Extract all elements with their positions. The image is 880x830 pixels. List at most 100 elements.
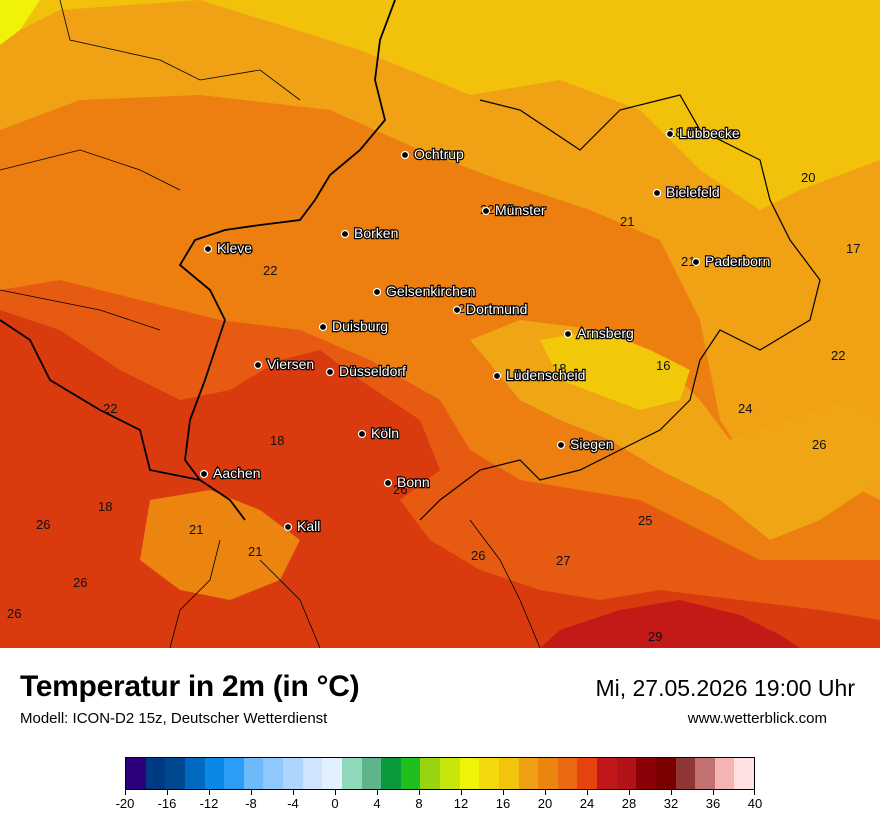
legend-swatch xyxy=(538,758,558,789)
legend-swatch xyxy=(184,758,205,789)
city-label: Bonn xyxy=(397,474,430,490)
legend-tick xyxy=(251,790,252,795)
legend-tick-label: 40 xyxy=(747,796,763,811)
legend-tick-label: 32 xyxy=(663,796,679,811)
temperature-map[interactable]: 1820222117222122231816222418261826262121… xyxy=(0,0,880,648)
legend-tick-label: -16 xyxy=(157,796,177,811)
city-label: Lübbecke xyxy=(679,125,740,141)
legend-swatch xyxy=(695,758,715,789)
legend-tick xyxy=(754,790,755,795)
city-marker-köln: Köln xyxy=(357,424,400,442)
legend-tick xyxy=(419,790,420,795)
legend-tick-label: 0 xyxy=(331,796,339,811)
temp-zone-hottest xyxy=(540,600,800,648)
city-label: Kleve xyxy=(217,240,252,256)
city-layer: Ochtrup Lübbecke Bielefeld Münster Borken Kle… xyxy=(199,124,772,535)
city-marker-münster: Münster xyxy=(481,201,547,219)
temperature-value: 21 xyxy=(681,254,695,269)
legend-tick-label: -20 xyxy=(115,796,135,811)
city-dot xyxy=(325,367,335,377)
legend-tick-label: 20 xyxy=(537,796,553,811)
temperature-value: 26 xyxy=(7,606,21,621)
forecast-datetime: Mi, 27.05.2026 19:00 Uhr xyxy=(595,675,855,701)
legend-swatch xyxy=(498,758,519,789)
legend-swatch xyxy=(557,758,578,789)
city-label: Bielefeld xyxy=(666,184,720,200)
legend-tick xyxy=(503,790,504,795)
city-marker-siegen: Siegen xyxy=(556,435,615,453)
city-marker-aachen: Aachen xyxy=(199,464,262,482)
temperature-value: 22 xyxy=(103,401,117,416)
temp-zone-cool-eifel xyxy=(140,490,300,600)
city-marker-borken: Borken xyxy=(340,224,400,242)
legend-tick xyxy=(209,790,210,795)
legend-tick xyxy=(671,790,672,795)
legend-tick-label: -8 xyxy=(245,796,257,811)
model-credit: Modell: ICON-D2 15z, Deutscher Wetterdie… xyxy=(20,710,328,727)
border-netherlands xyxy=(178,0,396,521)
website-link[interactable]: www.wetterblick.com xyxy=(687,710,827,727)
temperature-value: 29 xyxy=(648,629,662,644)
legend-swatch xyxy=(518,758,539,789)
legend-tick xyxy=(125,790,126,795)
legend-swatch xyxy=(675,758,696,789)
city-marker-lübbecke: Lübbecke xyxy=(665,124,741,142)
map-canvas: 1820222117222122231816222418261826262121… xyxy=(0,0,880,648)
legend-tick-label: 28 xyxy=(621,796,637,811)
temperature-value: 16 xyxy=(656,358,670,373)
temperature-value: 26 xyxy=(393,482,407,497)
temperature-value: 26 xyxy=(812,437,826,452)
city-marker-bonn: Bonn xyxy=(383,473,431,491)
legend-swatch xyxy=(165,758,185,789)
city-dot xyxy=(481,206,491,216)
city-dot xyxy=(253,360,263,370)
city-dot xyxy=(665,129,675,139)
legend-tick-label: 12 xyxy=(453,796,469,811)
city-dot xyxy=(563,329,573,339)
legend-swatch xyxy=(459,758,480,789)
temperature-value: 21 xyxy=(620,214,634,229)
city-label: Viersen xyxy=(267,356,314,372)
color-legend xyxy=(125,757,755,790)
temperature-value: 26 xyxy=(471,548,485,563)
legend-tick-label: 16 xyxy=(495,796,511,811)
city-label: Gelsenkirchen xyxy=(386,283,476,299)
legend-swatch xyxy=(577,758,597,789)
city-dot xyxy=(199,469,209,479)
city-dot xyxy=(340,229,350,239)
legend-tick xyxy=(713,790,714,795)
legend-swatch xyxy=(126,758,146,789)
border-state-east xyxy=(419,94,821,521)
temperature-labels: 1820222117222122231816222418261826262121… xyxy=(7,125,860,644)
temperature-value: 23 xyxy=(458,301,472,316)
temperature-value: 20 xyxy=(801,170,815,185)
city-marker-arnsberg: Arnsberg xyxy=(563,324,635,342)
legend-swatch xyxy=(655,758,676,789)
legend-swatch xyxy=(714,758,735,789)
city-dot xyxy=(400,150,410,160)
legend-swatch xyxy=(145,758,166,789)
legend-swatch xyxy=(302,758,323,789)
city-label: Düsseldorf xyxy=(339,363,406,379)
city-dot xyxy=(691,257,701,267)
city-marker-kall: Kall xyxy=(283,517,322,535)
city-label: Siegen xyxy=(570,436,614,452)
legend-tick xyxy=(461,790,462,795)
legend-swatch xyxy=(636,758,656,789)
city-dot xyxy=(556,440,566,450)
temperature-value: 18 xyxy=(270,433,284,448)
city-label: Ochtrup xyxy=(414,146,464,162)
city-marker-düsseldorf: Düsseldorf xyxy=(325,362,407,380)
legend-swatch xyxy=(263,758,283,789)
legend-swatch xyxy=(400,758,421,789)
legend-tick xyxy=(167,790,168,795)
city-label: Borken xyxy=(354,225,398,241)
legend-swatch xyxy=(440,758,460,789)
legend-tick-label: 8 xyxy=(415,796,423,811)
city-dot xyxy=(357,429,367,439)
city-marker-lüdenscheid: Lüdenscheid xyxy=(492,366,587,384)
legend-tick xyxy=(377,790,378,795)
legend-tick xyxy=(629,790,630,795)
temperature-value: 18 xyxy=(552,361,566,376)
city-label: Arnsberg xyxy=(577,325,634,341)
